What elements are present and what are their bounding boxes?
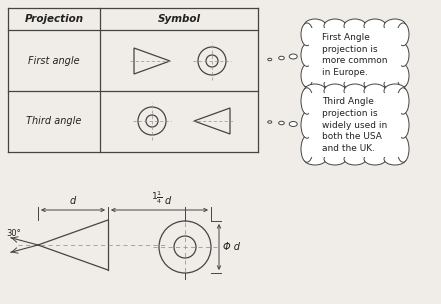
Ellipse shape — [397, 88, 409, 114]
Ellipse shape — [364, 78, 386, 90]
Ellipse shape — [301, 136, 313, 162]
Text: Third angle: Third angle — [26, 116, 82, 126]
Ellipse shape — [397, 23, 409, 46]
Ellipse shape — [384, 84, 406, 98]
Ellipse shape — [304, 19, 326, 33]
Ellipse shape — [279, 56, 284, 60]
Ellipse shape — [384, 153, 406, 165]
Ellipse shape — [304, 153, 326, 165]
Ellipse shape — [301, 64, 313, 87]
Bar — [309, 28, 401, 82]
Ellipse shape — [364, 84, 386, 98]
Ellipse shape — [397, 64, 409, 87]
Ellipse shape — [324, 78, 346, 90]
Text: Φ d: Φ d — [223, 242, 240, 252]
Text: First Angle
projection is
more common
in Europe.: First Angle projection is more common in… — [322, 33, 388, 77]
Ellipse shape — [304, 78, 326, 90]
Ellipse shape — [364, 19, 386, 33]
Ellipse shape — [268, 121, 272, 123]
Ellipse shape — [324, 84, 346, 98]
Text: Projection: Projection — [24, 14, 83, 24]
Ellipse shape — [397, 136, 409, 162]
Bar — [305, 24, 405, 86]
Ellipse shape — [397, 112, 409, 138]
Ellipse shape — [301, 44, 313, 66]
Text: d: d — [70, 196, 76, 206]
Text: First angle: First angle — [28, 56, 80, 66]
Text: Symbol: Symbol — [157, 14, 201, 24]
Ellipse shape — [289, 54, 297, 59]
Ellipse shape — [344, 153, 366, 165]
Text: $1\frac{1}{4}$: $1\frac{1}{4}$ — [151, 189, 162, 206]
Text: Third Angle
projection is
widely used in
both the USA
and the UK.: Third Angle projection is widely used in… — [322, 97, 388, 153]
Ellipse shape — [279, 121, 284, 125]
Ellipse shape — [304, 84, 326, 98]
Ellipse shape — [301, 112, 313, 138]
Ellipse shape — [268, 58, 272, 61]
Ellipse shape — [344, 84, 366, 98]
Ellipse shape — [289, 122, 297, 126]
Ellipse shape — [301, 88, 313, 114]
Text: 30°: 30° — [7, 229, 21, 237]
Ellipse shape — [344, 19, 366, 33]
Text: d: d — [164, 196, 171, 206]
Ellipse shape — [384, 19, 406, 33]
Ellipse shape — [324, 153, 346, 165]
Ellipse shape — [324, 19, 346, 33]
Ellipse shape — [301, 23, 313, 46]
Ellipse shape — [397, 44, 409, 66]
Ellipse shape — [364, 153, 386, 165]
Bar — [305, 89, 405, 161]
Ellipse shape — [344, 78, 366, 90]
Ellipse shape — [384, 78, 406, 90]
Bar — [309, 93, 401, 157]
